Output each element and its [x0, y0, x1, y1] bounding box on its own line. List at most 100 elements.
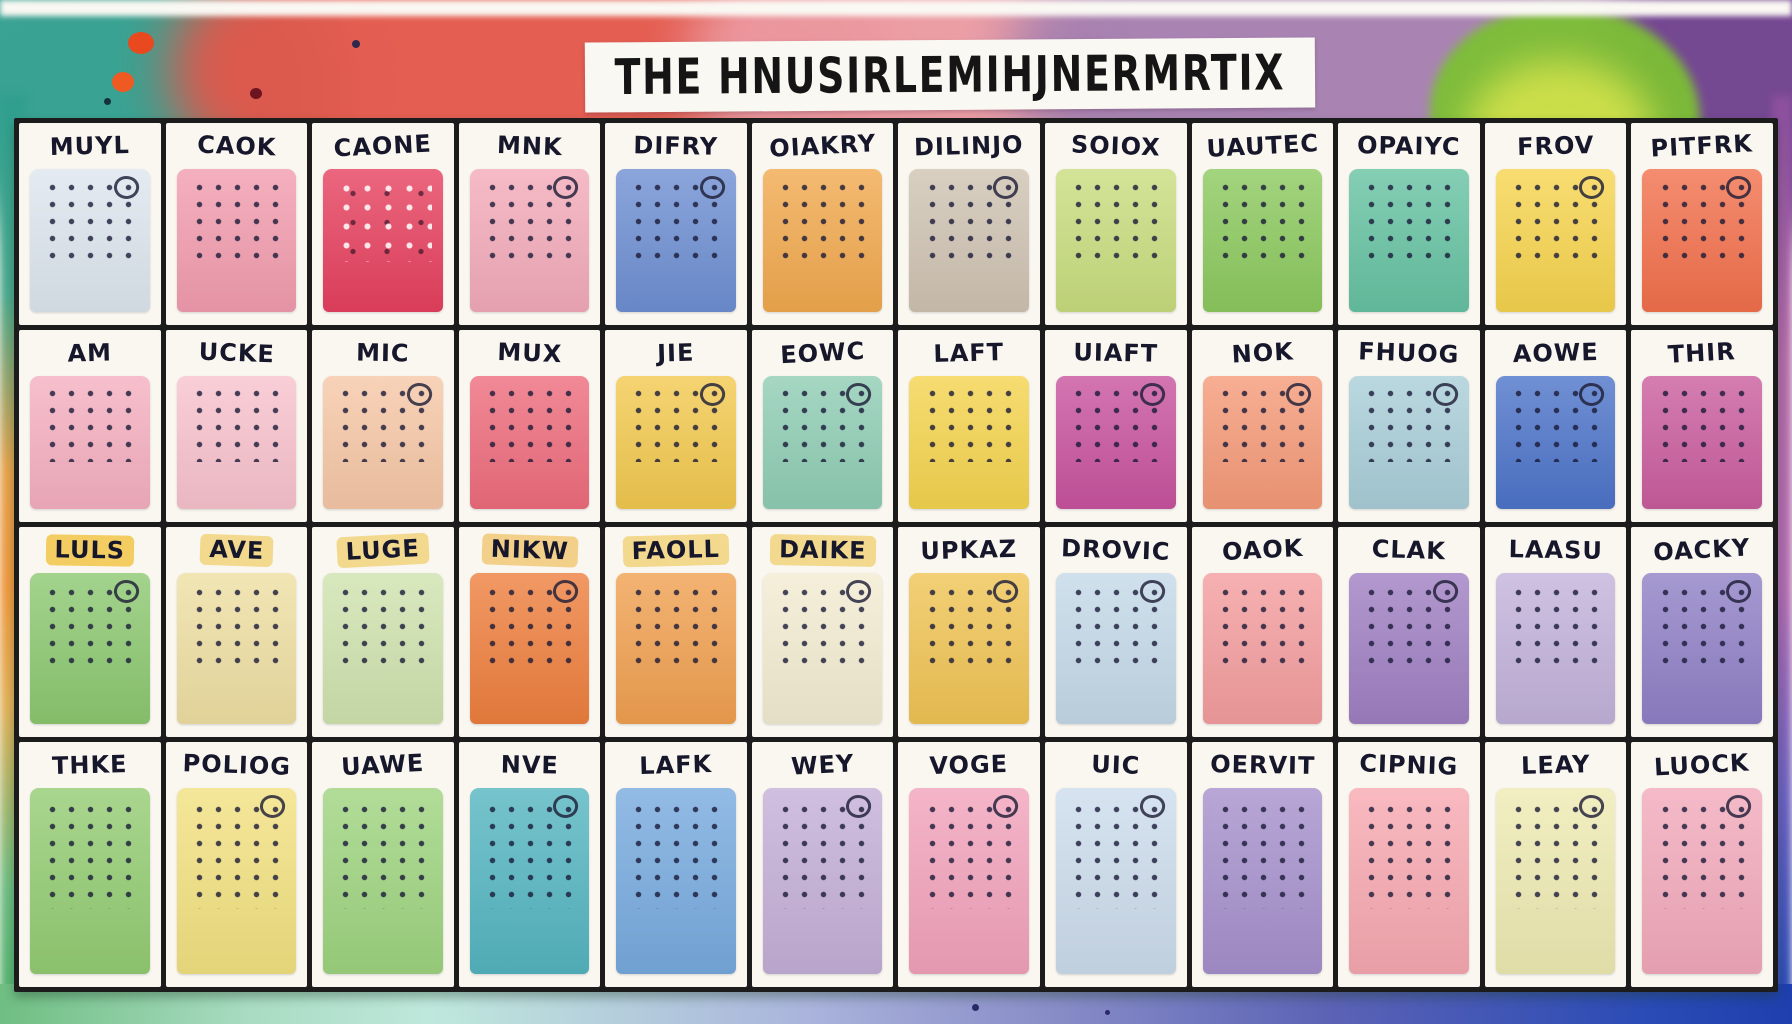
grid-cell: DAIKE: [751, 527, 894, 737]
color-swatch: [1642, 169, 1762, 312]
cell-label: UCKE: [197, 337, 275, 369]
dot-pattern: [1508, 583, 1605, 672]
grid-cell: AM: [19, 330, 161, 522]
color-swatch: [323, 376, 443, 509]
dot-pattern: [1508, 801, 1605, 909]
dot-pattern: [482, 385, 579, 463]
dot-pattern: [629, 179, 726, 262]
dot-pattern: [1069, 801, 1165, 909]
dot-pattern: [776, 801, 872, 909]
grid-cell: OPAIYC: [1338, 123, 1480, 325]
cell-label: CAONE: [333, 129, 433, 163]
color-swatch: [469, 169, 590, 312]
paper-edge-top: [0, 0, 1792, 16]
color-swatch: [469, 376, 590, 509]
dot-pattern: [776, 385, 872, 463]
grid-cell: UIAFT: [1045, 330, 1187, 522]
color-swatch: [1495, 788, 1616, 974]
dot-pattern: [629, 385, 726, 463]
color-swatch: [1056, 376, 1176, 509]
dot-pattern: [922, 583, 1019, 672]
color-swatch: [1056, 573, 1176, 724]
grid-cell: LAFT: [898, 330, 1041, 522]
dot-pattern: [922, 179, 1019, 262]
color-swatch: [616, 169, 736, 312]
paint-splatter: [250, 88, 262, 99]
grid-cell: CAONE: [312, 123, 454, 325]
color-swatch: [762, 376, 883, 509]
dot-pattern: [189, 583, 286, 672]
dot-pattern: [189, 385, 286, 463]
dot-pattern: [1215, 801, 1312, 909]
cell-label: MUX: [496, 337, 563, 369]
grid-cell: UPKAZ: [898, 527, 1041, 737]
cell-label: THIR: [1667, 337, 1737, 369]
grid-cell: FHUOG: [1338, 330, 1480, 522]
color-swatch: [616, 573, 736, 724]
color-swatch: [1202, 788, 1323, 974]
cell-label: PITFRK: [1650, 129, 1754, 163]
grid-cell: MIC: [312, 330, 454, 522]
color-swatch: [176, 788, 297, 974]
color-swatch: [1642, 788, 1762, 974]
color-swatch: [30, 376, 150, 509]
dot-pattern: [1655, 179, 1752, 262]
cell-label: NIKW: [461, 532, 598, 571]
title-banner: THE HNUSIRLEMIHJNERMRTIX: [584, 37, 1316, 113]
grid-cell: LAFK: [605, 742, 747, 987]
cell-label: THKE: [51, 750, 128, 780]
color-swatch: [1495, 573, 1616, 724]
cell-label: CIPNIG: [1359, 749, 1459, 781]
grid-cell: UIC: [1045, 742, 1187, 987]
cell-label: DILINJO: [914, 130, 1025, 162]
grid-cell: NVE: [458, 742, 601, 987]
cell-label: DAIKE: [755, 533, 891, 569]
grid-cell: FAOLL: [605, 527, 747, 737]
color-swatch: [909, 573, 1030, 724]
paint-splatter: [112, 72, 134, 92]
cell-label: LAFK: [639, 750, 713, 780]
color-swatch: [762, 169, 883, 312]
grid-cell: MUYL: [19, 123, 161, 325]
color-swatch: [1349, 788, 1469, 974]
paint-splatter: [352, 40, 360, 48]
cell-label: LEAY: [1520, 750, 1591, 780]
color-swatch: [1642, 376, 1762, 509]
color-swatch: [1056, 788, 1176, 974]
color-swatch: [909, 788, 1030, 974]
grid-cell: THKE: [19, 742, 161, 987]
title-text: THE HNUSIRLEMIHJNERMRTIX: [614, 44, 1286, 106]
dot-pattern: [1362, 801, 1459, 909]
dot-pattern: [629, 583, 726, 672]
paint-splatter: [972, 1004, 979, 1011]
color-swatch: [469, 788, 590, 974]
grid-cell: LULS: [19, 527, 161, 737]
color-swatch: [1642, 573, 1762, 724]
cell-label: OERVIT: [1209, 750, 1316, 780]
cell-label: OPAIYC: [1357, 131, 1462, 161]
dot-pattern: [482, 179, 579, 262]
dot-pattern: [1069, 179, 1165, 262]
grid-cell: UCKE: [165, 330, 308, 522]
color-swatch: [469, 573, 590, 724]
cell-label: OAOK: [1221, 533, 1304, 567]
grid-cell: POLIOG: [165, 742, 308, 987]
cell-label: CLAK: [1371, 534, 1447, 566]
color-swatch: [30, 573, 150, 724]
dot-pattern: [1508, 179, 1605, 262]
cell-label: POLIOG: [181, 749, 292, 781]
grid-cell: LEAY: [1484, 742, 1627, 987]
grid-cell: VOGE: [898, 742, 1041, 987]
cell-label: FROV: [1516, 130, 1595, 162]
paint-splatter: [128, 32, 154, 54]
grid-cell: JIE: [605, 330, 747, 522]
cell-label: LUGE: [314, 530, 451, 571]
dot-pattern: [1215, 385, 1312, 463]
grid-cell: LAASU: [1484, 527, 1627, 737]
color-swatch: [616, 376, 736, 509]
color-swatch: [762, 573, 883, 724]
color-swatch: [323, 169, 443, 312]
cell-label: WEY: [790, 749, 855, 781]
cell-label: UIC: [1090, 750, 1141, 780]
color-swatch: [1349, 169, 1469, 312]
